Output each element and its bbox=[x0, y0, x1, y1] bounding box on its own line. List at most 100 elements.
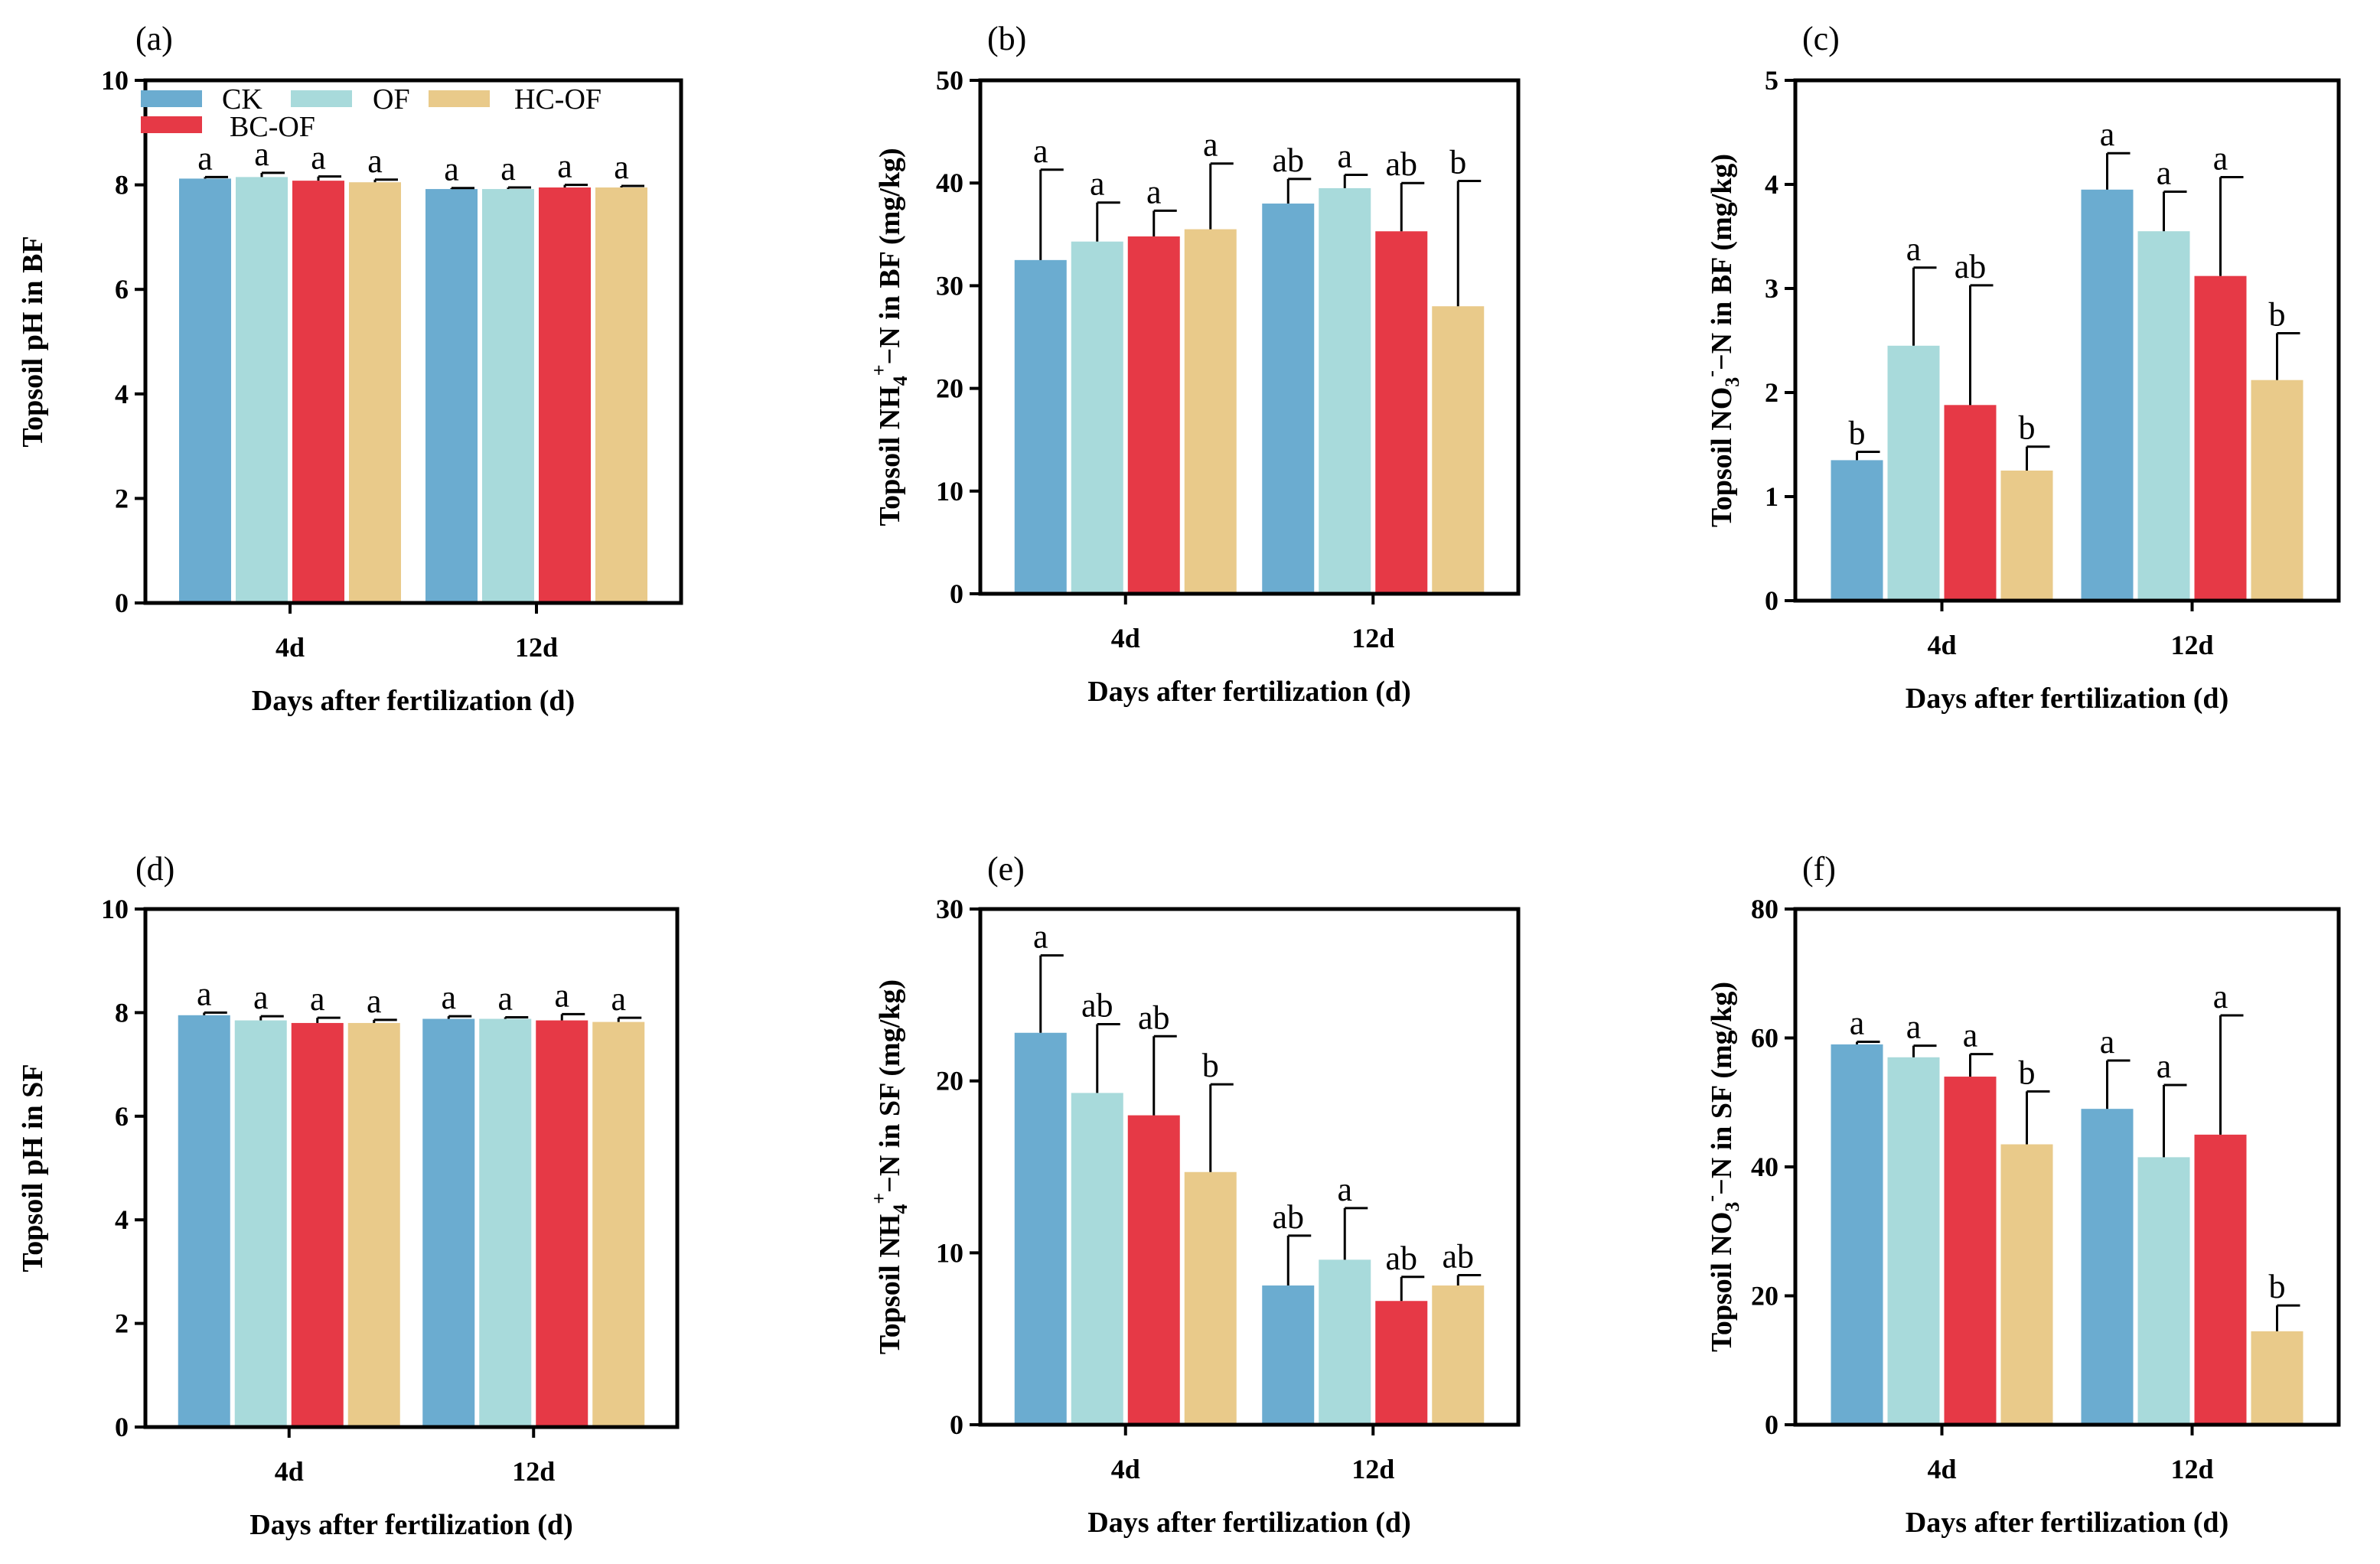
bar-ck-12d bbox=[2081, 1109, 2134, 1425]
y-tick-label: 30 bbox=[936, 894, 963, 924]
bar-hc-of-12d bbox=[592, 1021, 645, 1427]
y-tick-label: 10 bbox=[101, 894, 129, 924]
significance-label: a bbox=[614, 148, 629, 186]
bar-hc-of-12d bbox=[1432, 306, 1485, 594]
x-axis-title: Days after fertilization (d) bbox=[1087, 676, 1410, 708]
bar-ck-12d bbox=[2081, 189, 2134, 601]
x-tick-label: 12d bbox=[515, 632, 558, 663]
significance-label: ab bbox=[1385, 145, 1417, 183]
bar-bc-of-12d bbox=[539, 187, 591, 603]
bar-bc-of-4d bbox=[1944, 405, 1997, 601]
panel-label: (d) bbox=[135, 850, 174, 888]
bar-bc-of-12d bbox=[2194, 1134, 2247, 1425]
y-tick-label: 6 bbox=[115, 1101, 129, 1132]
bar-of-12d bbox=[479, 1018, 532, 1427]
significance-label: a bbox=[2157, 155, 2172, 192]
bar-ck-12d bbox=[1262, 204, 1315, 594]
bar-of-4d bbox=[1887, 345, 1940, 601]
significance-label: a bbox=[1963, 1017, 1978, 1054]
bar-bc-of-4d bbox=[1944, 1077, 1997, 1425]
significance-label: a bbox=[500, 150, 516, 187]
panel-label: (c) bbox=[1802, 20, 1840, 57]
significance-label: a bbox=[611, 980, 626, 1018]
legend: CK OF BC-OF HC-OF bbox=[141, 83, 602, 143]
significance-label: ab bbox=[1081, 987, 1113, 1025]
x-tick-label: 4d bbox=[275, 632, 305, 663]
x-tick-label: 12d bbox=[1351, 1454, 1394, 1484]
bar-of-12d bbox=[1319, 1259, 1371, 1425]
bar-bc-of-12d bbox=[1375, 1301, 1428, 1425]
x-tick-label: 12d bbox=[512, 1456, 555, 1487]
legend-label-hc-of: HC-OF bbox=[514, 83, 602, 116]
significance-label: a bbox=[1850, 1005, 1865, 1042]
bar-of-4d bbox=[1071, 1093, 1123, 1425]
y-tick-label: 0 bbox=[950, 578, 963, 609]
bar-of-4d bbox=[1071, 241, 1123, 594]
y-tick-label: 20 bbox=[936, 373, 963, 404]
significance-label: a bbox=[367, 142, 383, 180]
y-axis-title: Topsoil pH in BF bbox=[17, 236, 49, 447]
legend-swatch-hc-of bbox=[429, 90, 490, 107]
significance-label: b bbox=[2269, 1268, 2286, 1305]
bar-bc-of-4d bbox=[1127, 236, 1180, 594]
plot-frame bbox=[978, 78, 1521, 596]
significance-label: a bbox=[497, 979, 513, 1017]
significance-label: ab bbox=[1138, 999, 1170, 1036]
bar-hc-of-12d bbox=[2251, 1331, 2303, 1425]
y-tick-label: 4 bbox=[115, 379, 129, 409]
significance-label: a bbox=[444, 151, 459, 188]
significance-label: a bbox=[2100, 1023, 2115, 1061]
bar-ck-12d bbox=[1262, 1285, 1315, 1425]
significance-label: a bbox=[557, 148, 572, 185]
plot-frame bbox=[1793, 78, 2341, 603]
significance-label: a bbox=[1033, 132, 1048, 170]
chart-panel-a: (a) a a a a a a a a 0 2 4 6 8 10 4d 12d Days after fertil… bbox=[17, 20, 683, 717]
y-tick-label: 0 bbox=[950, 1409, 963, 1440]
plot-frame bbox=[978, 907, 1521, 1427]
bar-ck-12d bbox=[425, 189, 478, 604]
x-axis-title: Days after fertilization (d) bbox=[252, 685, 575, 717]
significance-label: b bbox=[2269, 295, 2286, 333]
significance-label: a bbox=[310, 980, 325, 1018]
y-tick-label: 40 bbox=[1751, 1152, 1778, 1182]
bar-ck-4d bbox=[178, 1015, 230, 1427]
y-tick-label: 10 bbox=[101, 65, 129, 96]
x-tick-label: 4d bbox=[1111, 623, 1140, 653]
y-tick-label: 5 bbox=[1765, 65, 1778, 96]
y-tick-label: 10 bbox=[936, 476, 963, 507]
panel-label: (f) bbox=[1802, 850, 1836, 888]
significance-label: a bbox=[1906, 230, 1922, 268]
significance-label: b bbox=[2019, 409, 2036, 447]
panel-label: (b) bbox=[987, 20, 1026, 57]
panel-label: (a) bbox=[135, 20, 173, 57]
significance-label: a bbox=[2213, 139, 2228, 177]
legend-swatch-of bbox=[291, 90, 352, 107]
x-tick-label: 4d bbox=[1111, 1454, 1140, 1484]
x-tick-label: 12d bbox=[1351, 623, 1394, 653]
legend-swatch-ck bbox=[141, 90, 202, 107]
significance-label: a bbox=[1337, 1171, 1352, 1208]
legend-label-of: OF bbox=[373, 83, 410, 116]
bar-bc-of-4d bbox=[291, 1022, 344, 1427]
significance-label: ab bbox=[1442, 1238, 1474, 1276]
significance-label: a bbox=[254, 135, 269, 173]
x-axis-title: Days after fertilization (d) bbox=[1906, 1507, 2228, 1539]
x-axis-title: Days after fertilization (d) bbox=[1087, 1507, 1410, 1539]
legend-label-ck: CK bbox=[222, 83, 262, 116]
significance-label: a bbox=[1146, 173, 1162, 210]
y-tick-label: 40 bbox=[936, 168, 963, 198]
y-tick-label: 1 bbox=[1765, 481, 1778, 512]
bar-ck-4d bbox=[1014, 1032, 1067, 1425]
plot-frame bbox=[143, 78, 683, 605]
y-tick-label: 80 bbox=[1751, 894, 1778, 924]
significance-label: ab bbox=[1272, 142, 1304, 179]
significance-label: a bbox=[554, 976, 569, 1014]
legend-swatch-bc-of bbox=[141, 116, 202, 133]
significance-label: a bbox=[2157, 1048, 2172, 1085]
plot-frame bbox=[143, 907, 680, 1429]
x-tick-label: 12d bbox=[2170, 1454, 2213, 1484]
